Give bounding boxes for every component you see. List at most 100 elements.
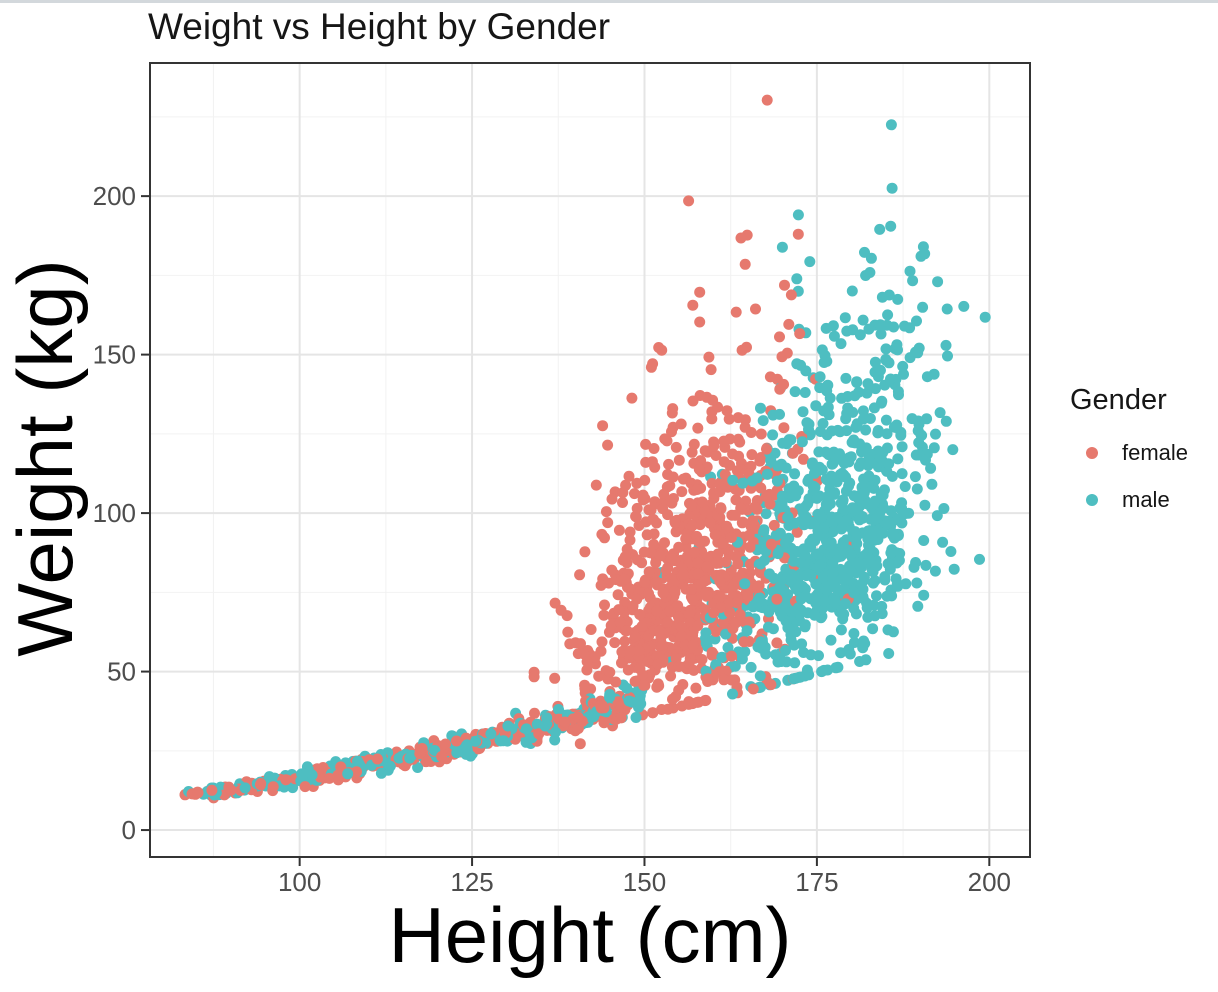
data-point-male (539, 720, 551, 732)
data-point-male (861, 387, 873, 399)
data-point-male (847, 406, 859, 418)
data-point-male (911, 315, 922, 327)
data-point-male (911, 577, 923, 589)
data-point-female (739, 258, 751, 270)
data-point-female (638, 546, 650, 558)
data-point-male (832, 424, 844, 436)
data-point-male (761, 468, 773, 480)
data-point-female (640, 438, 652, 450)
data-point-male (891, 419, 903, 431)
data-point-male (412, 762, 424, 773)
data-point-male (520, 736, 532, 748)
data-point-female (765, 679, 777, 691)
data-point-female (596, 528, 608, 540)
data-point-female (651, 681, 663, 693)
data-point-female (706, 649, 718, 661)
data-point-male (780, 537, 792, 548)
data-point-male (867, 566, 879, 578)
data-point-male (798, 647, 809, 658)
data-point-male (860, 270, 872, 281)
data-point-female (624, 583, 636, 595)
data-point-female (686, 520, 698, 532)
data-point-male (822, 500, 834, 512)
data-point-female (771, 637, 783, 649)
data-point-male (813, 446, 825, 458)
data-point-female (414, 748, 426, 760)
data-point-male (865, 252, 877, 264)
data-point-female (665, 670, 677, 682)
data-point-male (974, 553, 985, 565)
data-point-female (676, 486, 688, 498)
data-point-male (767, 623, 779, 635)
data-point-female (597, 420, 609, 432)
data-point-male (845, 565, 857, 576)
data-point-male (847, 502, 859, 514)
data-point-female (749, 501, 761, 513)
data-points (179, 94, 991, 804)
data-point-male (885, 373, 896, 385)
data-point-female (696, 654, 708, 665)
data-point-male (899, 481, 911, 492)
data-point-female (785, 289, 797, 301)
data-point-male (809, 482, 821, 493)
data-point-male (835, 497, 847, 509)
data-point-male (910, 557, 922, 568)
data-point-male (858, 487, 870, 499)
data-point-male (841, 325, 853, 337)
data-point-female (299, 781, 311, 793)
data-point-female (679, 640, 691, 651)
data-point-male (780, 645, 791, 656)
data-point-female (654, 625, 665, 637)
data-point-female (574, 569, 586, 581)
data-point-male (816, 464, 828, 476)
data-point-male (907, 275, 919, 287)
data-point-male (755, 558, 767, 570)
y-tick-label: 0 (122, 815, 136, 845)
data-point-female (721, 405, 733, 417)
data-point-male (840, 413, 852, 425)
data-point-male (830, 453, 842, 465)
data-point-male (384, 760, 396, 772)
data-point-male (921, 413, 933, 425)
data-point-male (810, 400, 822, 412)
data-point-female (673, 541, 685, 553)
data-point-female (656, 704, 668, 715)
data-point-female (694, 286, 706, 298)
data-point-female (604, 666, 616, 678)
y-tick-label: 100 (93, 498, 136, 528)
legend-item-female: female (1062, 440, 1188, 466)
data-point-female (664, 605, 676, 617)
data-point-female (651, 517, 663, 529)
data-point-female (323, 772, 335, 784)
data-point-male (854, 514, 865, 526)
data-point-female (549, 672, 561, 684)
data-point-female (693, 463, 705, 475)
data-point-male (932, 276, 944, 288)
data-point-male (716, 651, 728, 663)
data-point-female (616, 657, 627, 669)
legend-swatch-male-icon (1086, 494, 1098, 506)
data-point-female (590, 479, 602, 491)
data-point-male (840, 372, 852, 384)
data-point-female (581, 664, 593, 676)
legend-item-male: male (1062, 487, 1170, 513)
data-point-female (626, 392, 638, 404)
data-point-male (727, 474, 739, 486)
data-point-female (702, 590, 714, 602)
data-point-male (839, 312, 851, 324)
data-point-female (555, 604, 567, 616)
data-point-male (841, 515, 852, 527)
data-point-male (774, 607, 786, 619)
data-point-male (772, 548, 784, 560)
legend-swatch-female-icon (1086, 447, 1098, 459)
data-point-female (612, 696, 624, 708)
data-point-female (631, 477, 643, 489)
data-point-female (637, 489, 649, 501)
data-point-female (783, 318, 795, 330)
data-point-female (791, 526, 803, 538)
data-point-female (225, 784, 237, 796)
data-point-female (779, 279, 790, 291)
data-point-male (745, 661, 757, 673)
data-point-male (898, 368, 909, 380)
